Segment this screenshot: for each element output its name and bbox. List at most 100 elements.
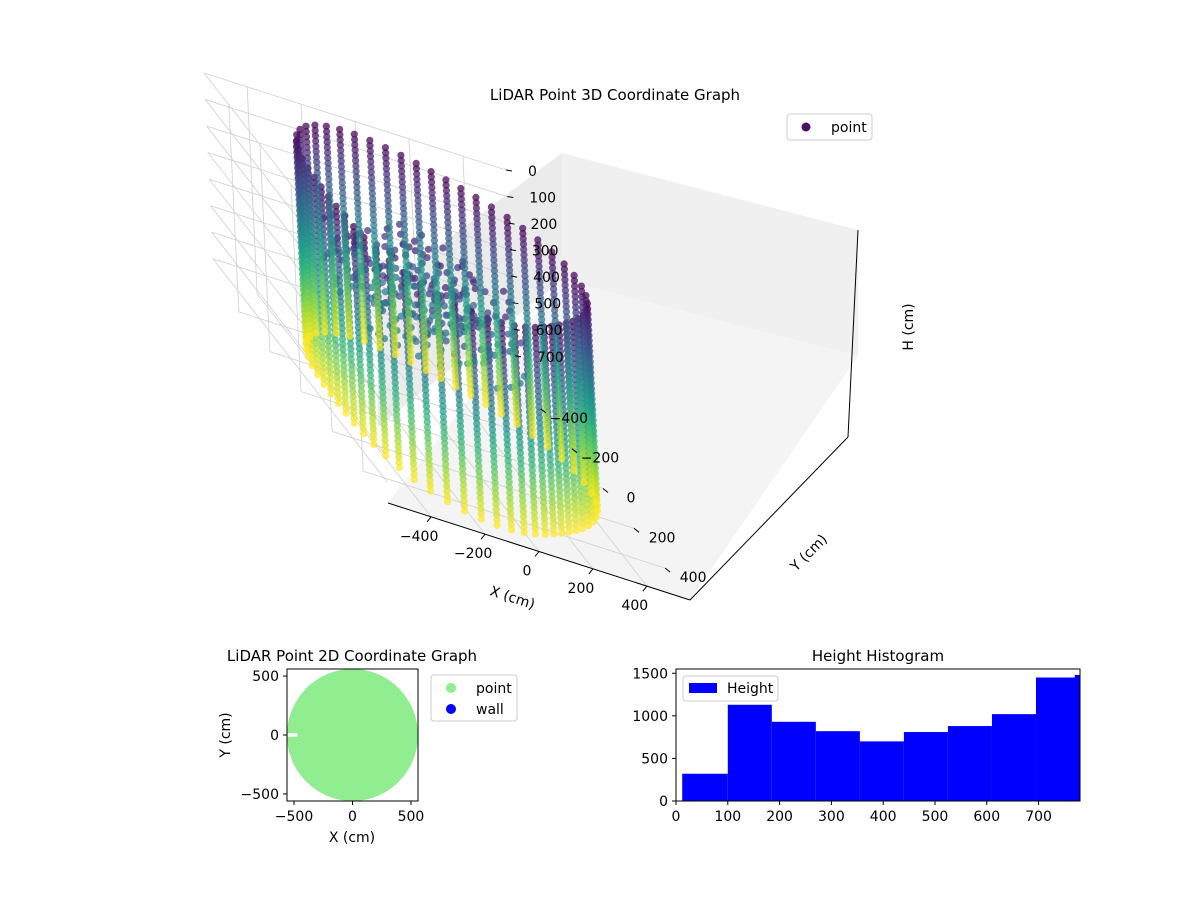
point-3d: [345, 316, 353, 324]
point-3d: [520, 251, 528, 259]
point-3d: [551, 317, 559, 325]
point-3d: [439, 413, 447, 421]
point-3d: [389, 303, 397, 311]
point-3d: [391, 345, 399, 353]
point-3d: [316, 232, 324, 241]
point-3d: [327, 218, 335, 226]
point-3d: [517, 339, 525, 347]
point-3d: [407, 407, 415, 415]
point-3d: [470, 312, 478, 320]
point-3d: [313, 163, 321, 172]
histogram-bar: [682, 773, 728, 801]
y-tick: [664, 567, 671, 573]
point-3d: [455, 401, 464, 409]
point-3d: [566, 393, 575, 401]
point-3d: [340, 372, 348, 380]
point-3d: [433, 300, 442, 308]
point-3d: [312, 324, 320, 332]
point-3d: [518, 481, 526, 489]
point-3d: [528, 426, 537, 434]
point-3d: [557, 524, 566, 532]
point-3d: [381, 431, 389, 439]
point-3d: [494, 352, 503, 360]
point-3d: [577, 493, 585, 501]
point-3d: [407, 412, 415, 420]
point-3d: [531, 530, 540, 538]
point-3d: [527, 405, 536, 413]
point-3d: [306, 327, 314, 335]
x-tick-label: 100: [714, 809, 741, 825]
point-3d: [310, 297, 319, 305]
point-3d: [574, 351, 582, 359]
point-3d: [372, 269, 380, 277]
point-3d: [490, 267, 498, 275]
point-3d: [360, 332, 368, 340]
point-3d: [304, 353, 312, 361]
point-3d: [411, 282, 419, 290]
point-3d: [326, 374, 334, 382]
point-3d: [469, 276, 477, 284]
point-3d: [358, 398, 366, 406]
point-3d: [472, 404, 480, 412]
point-3d: [564, 334, 572, 342]
point-3d: [538, 461, 546, 469]
point-3d: [461, 507, 469, 515]
z-axis-line: [847, 229, 859, 438]
point-3d: [572, 303, 580, 311]
point-3d: [503, 441, 511, 449]
point-3d: [463, 306, 471, 315]
point-3d: [493, 325, 501, 333]
point-3d: [410, 470, 418, 478]
point-3d: [567, 403, 575, 411]
point-3d: [314, 185, 322, 193]
point-3d: [469, 301, 478, 310]
point-3d: [507, 520, 515, 529]
point-3d: [390, 324, 398, 332]
point-3d: [537, 294, 545, 302]
point-3d: [401, 242, 409, 250]
point-3d: [327, 390, 335, 398]
point-3d: [414, 202, 422, 210]
point-3d: [561, 276, 569, 284]
point-3d: [330, 292, 339, 300]
point-3d: [359, 414, 367, 422]
point-3d: [301, 242, 310, 250]
point-3d: [329, 271, 338, 279]
point-3d: [352, 162, 360, 170]
point-3d: [533, 355, 541, 363]
point-3d: [366, 356, 374, 364]
point-3d: [568, 424, 576, 432]
point-3d: [332, 357, 340, 365]
x-tick-label: 600: [973, 809, 1000, 825]
point-3d: [325, 175, 333, 183]
point-3d: [325, 353, 333, 361]
y-tick-label: 200: [649, 530, 676, 546]
point-3d: [316, 222, 324, 230]
point-3d: [415, 228, 424, 236]
point-3d: [548, 253, 556, 261]
z-tick: [514, 355, 522, 358]
point-3d: [437, 364, 445, 372]
point-3d: [314, 190, 322, 198]
point-3d: [487, 394, 495, 402]
point-3d: [572, 319, 581, 327]
point-3d: [296, 136, 304, 144]
point-3d: [504, 240, 512, 248]
point-3d: [414, 207, 423, 215]
point-3d: [382, 165, 390, 173]
point-3d: [557, 518, 565, 527]
z-tick: [512, 302, 519, 305]
point-3d: [473, 225, 481, 233]
point-3d: [432, 279, 441, 287]
point-3d: [587, 473, 595, 481]
point-3d: [441, 284, 450, 292]
point-3d: [509, 341, 517, 349]
point-3d: [310, 287, 318, 295]
point-3d: [578, 287, 586, 295]
point-3d: [332, 346, 340, 354]
point-3d: [536, 424, 544, 432]
point-3d: [415, 212, 423, 221]
point-3d: [584, 425, 593, 433]
point-3d: [566, 387, 574, 395]
point-3d: [461, 264, 469, 272]
